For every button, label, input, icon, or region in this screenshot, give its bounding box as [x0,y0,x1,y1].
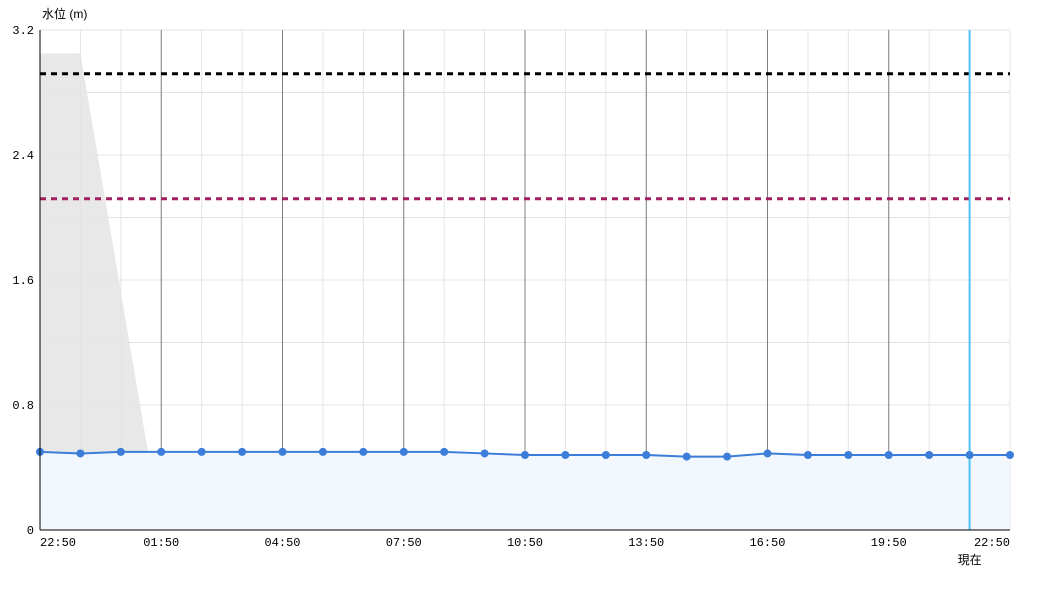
data-point [561,451,569,459]
data-point [966,451,974,459]
data-point [683,453,691,461]
data-point [359,448,367,456]
x-tick-label: 04:50 [264,536,300,550]
data-point [117,448,125,456]
x-tick-label: 22:50 [974,536,1010,550]
x-tick-label: 01:50 [143,536,179,550]
data-point [157,448,165,456]
data-point [885,451,893,459]
x-tick-label: 10:50 [507,536,543,550]
data-point [925,451,933,459]
y-axis-title: 水位 (m) [42,6,87,21]
data-point [1006,451,1014,459]
y-tick-label: 0 [27,524,34,538]
series-area-fill [40,452,1010,530]
data-point [198,448,206,456]
data-point [279,448,287,456]
data-point [319,448,327,456]
x-tick-label: 07:50 [386,536,422,550]
current-time-label: 現在 [958,553,982,567]
data-point [602,451,610,459]
y-tick-label: 1.6 [12,274,34,288]
y-tick-label: 3.2 [12,24,34,38]
data-point [723,453,731,461]
water-level-chart: 0 0.8 1.6 2.4 3.2 22:50 01:50 04:50 07:50 10:50 13… [0,0,1050,600]
data-point [804,451,812,459]
data-point [440,448,448,456]
data-point [238,448,246,456]
y-tick-label: 2.4 [12,149,34,163]
data-point [400,448,408,456]
data-point [76,449,84,457]
x-tick-label: 22:50 [40,536,76,550]
x-tick-label: 16:50 [749,536,785,550]
x-tick-label: 19:50 [871,536,907,550]
y-tick-label: 0.8 [12,399,34,413]
data-point [521,451,529,459]
data-point [481,449,489,457]
data-point [642,451,650,459]
x-tick-label: 13:50 [628,536,664,550]
data-point [764,449,772,457]
data-point [844,451,852,459]
